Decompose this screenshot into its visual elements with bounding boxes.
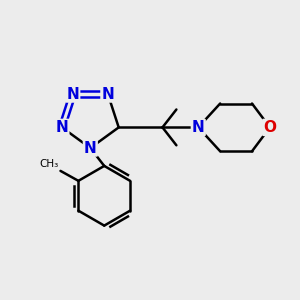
Text: N: N bbox=[56, 120, 68, 135]
Text: N: N bbox=[84, 140, 97, 155]
Text: N: N bbox=[66, 86, 79, 101]
Text: CH₃: CH₃ bbox=[39, 159, 58, 169]
Text: N: N bbox=[101, 86, 114, 101]
Text: O: O bbox=[263, 120, 276, 135]
Text: N: N bbox=[192, 120, 205, 135]
